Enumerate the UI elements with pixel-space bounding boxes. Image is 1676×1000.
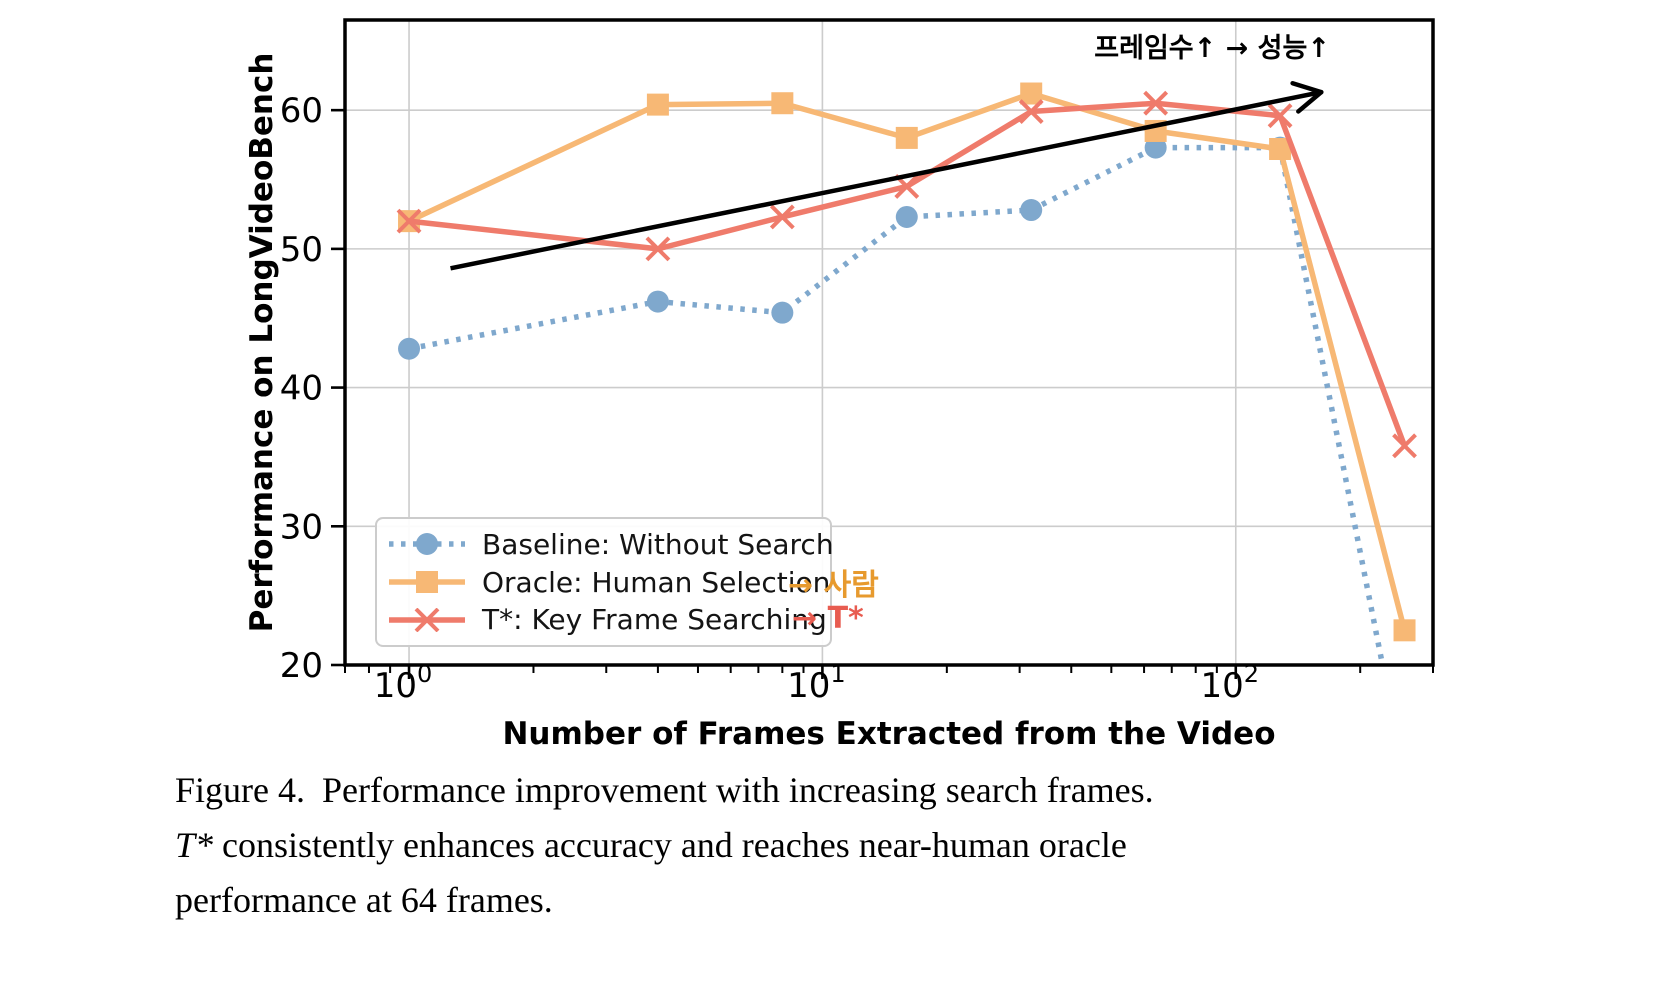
series-marker-0 (771, 301, 794, 324)
series-marker-1 (895, 126, 918, 149)
plot-frame (343, 18, 1435, 667)
legend-row-baseline: Baseline: Without Search (387, 528, 834, 561)
caption-line1: Performance improvement with increasing … (322, 770, 1154, 810)
series-line-2 (408, 100, 1408, 447)
y-axis-label: Performance on LongVideoBench (244, 53, 280, 633)
series-marker-2 (1392, 433, 1417, 459)
series-marker-2 (1018, 99, 1044, 124)
caption-figure-label: Figure 4. (175, 770, 305, 810)
y-tick-label: 60 (280, 91, 323, 131)
legend-sample-marker (414, 607, 440, 632)
legend-sample-marker (416, 571, 438, 593)
annotation-arrow-human: → 사람 (788, 568, 879, 603)
legend-label-tstar: T*: Key Frame Searching (482, 603, 827, 637)
x-tick-exponent: 2 (1244, 660, 1259, 688)
series-marker-0 (1020, 199, 1043, 222)
legend-sample-marker (416, 533, 438, 556)
series-marker-1 (771, 92, 794, 115)
trend-arrow-line (450, 89, 1322, 271)
annotation-more-frames-more-performance: 프레임수↑ → 성능↑ (1094, 33, 1330, 64)
legend-label-baseline: Baseline: Without Search (482, 527, 834, 561)
legend-sample-oracle-icon (389, 571, 465, 593)
series-marker-1 (646, 93, 669, 116)
series-line-1 (407, 90, 1408, 632)
x-tick-label: 102 (1200, 660, 1259, 706)
series-marker-0 (1144, 136, 1167, 159)
x-tick-label: 100 (374, 660, 433, 706)
series-marker-0 (398, 337, 421, 360)
series-marker-2 (769, 204, 795, 230)
y-tick-label: 20 (280, 646, 323, 686)
chart-legend: Baseline: Without Search Oracle: Human S… (375, 517, 834, 647)
trend-arrowhead (1296, 89, 1324, 114)
annotation-arrow-tstar: → T* (792, 601, 864, 636)
legend-row-oracle: Oracle: Human Selection (387, 566, 830, 599)
x-tick-exponent: 1 (830, 660, 845, 688)
trend-arrowhead (1290, 81, 1324, 95)
legend-sample-baseline-icon (389, 533, 465, 556)
series-marker-2 (894, 174, 920, 199)
caption-line2: consistently enhances accuracy and reach… (213, 825, 1127, 865)
y-tick-label: 40 (280, 369, 323, 409)
series-marker-2 (1267, 103, 1293, 129)
series-marker-2 (1143, 90, 1169, 116)
series-marker-2 (645, 236, 671, 262)
caption-line3: performance at 64 frames. (175, 880, 553, 920)
legend-label-oracle: Oracle: Human Selection (482, 565, 831, 599)
series-marker-1 (1020, 82, 1043, 105)
series-marker-0 (895, 205, 918, 228)
y-tick-label: 50 (280, 230, 323, 270)
x-tick-exponent: 0 (417, 660, 432, 688)
x-tick-label: 101 (787, 660, 846, 706)
y-tick-label: 30 (280, 507, 323, 547)
figure-caption: Figure 4. Performance improvement with in… (175, 763, 1515, 928)
series-marker-1 (1393, 619, 1416, 642)
series-marker-0 (646, 290, 669, 313)
legend-row-tstar: T*: Key Frame Searching (387, 603, 827, 636)
series-marker-2 (396, 208, 422, 234)
caption-tstar: T* (175, 825, 214, 865)
x-axis-label: Number of Frames Extracted from the Vide… (502, 716, 1275, 752)
series-group (396, 82, 1417, 665)
series-marker-1 (1269, 138, 1292, 160)
legend-sample-tstar-icon (389, 607, 465, 632)
